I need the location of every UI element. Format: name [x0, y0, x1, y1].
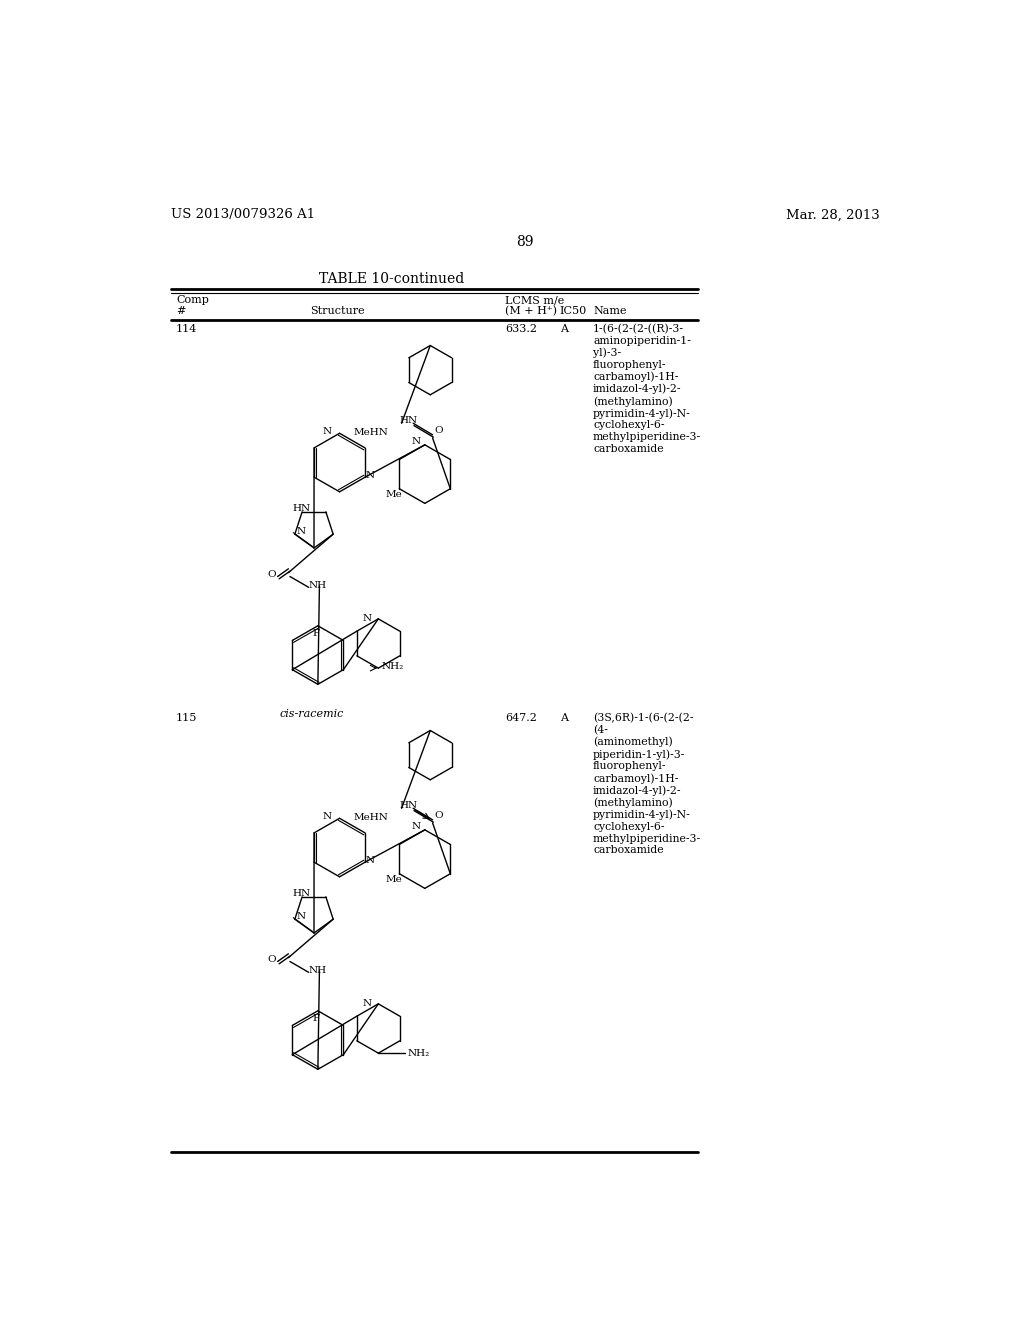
Text: HN: HN: [399, 416, 418, 425]
Text: HN: HN: [399, 801, 418, 809]
Text: Comp: Comp: [176, 296, 209, 305]
Text: 633.2: 633.2: [506, 323, 538, 334]
Text: Name: Name: [593, 306, 627, 317]
Text: TABLE 10-continued: TABLE 10-continued: [318, 272, 464, 286]
Text: 115: 115: [176, 713, 198, 723]
Text: HN: HN: [292, 504, 310, 513]
Text: O: O: [434, 426, 442, 434]
Text: (M + H⁺): (M + H⁺): [506, 306, 557, 317]
Text: O: O: [267, 956, 276, 965]
Text: LCMS m/e: LCMS m/e: [506, 296, 564, 305]
Text: A: A: [560, 323, 567, 334]
Text: O: O: [434, 810, 442, 820]
Text: MeHN: MeHN: [353, 813, 388, 822]
Text: cis-racemic: cis-racemic: [280, 709, 343, 719]
Text: 89: 89: [516, 235, 534, 249]
Text: HN: HN: [292, 890, 310, 898]
Text: IC50: IC50: [560, 306, 587, 317]
Text: O: O: [267, 570, 276, 579]
Text: US 2013/0079326 A1: US 2013/0079326 A1: [171, 209, 314, 222]
Text: 1-(6-(2-(2-((R)-3-
aminopiperidin-1-
yl)-3-
fluorophenyl-
carbamoyl)-1H-
imidazo: 1-(6-(2-(2-((R)-3- aminopiperidin-1- yl)…: [593, 323, 701, 454]
Text: NH: NH: [308, 581, 327, 590]
Text: Me: Me: [385, 490, 402, 499]
Text: N: N: [296, 528, 305, 536]
Text: Structure: Structure: [310, 306, 365, 317]
Text: N: N: [296, 912, 305, 921]
Text: NH₂: NH₂: [381, 663, 403, 671]
Text: NH₂: NH₂: [408, 1048, 430, 1057]
Text: NH: NH: [308, 966, 327, 975]
Text: MeHN: MeHN: [353, 428, 388, 437]
Text: N: N: [366, 471, 375, 480]
Text: N: N: [412, 822, 421, 832]
Text: A: A: [560, 713, 567, 723]
Text: N: N: [323, 428, 332, 436]
Text: 647.2: 647.2: [506, 713, 538, 723]
Text: F: F: [312, 628, 319, 638]
Text: N: N: [412, 437, 421, 446]
Text: N: N: [323, 812, 332, 821]
Text: Me: Me: [385, 875, 402, 884]
Text: N: N: [366, 857, 375, 865]
Text: 114: 114: [176, 323, 198, 334]
Text: Mar. 28, 2013: Mar. 28, 2013: [786, 209, 880, 222]
Text: (3S,6R)-1-(6-(2-(2-
(4-
(aminomethyl)
piperidin-1-yl)-3-
fluorophenyl-
carbamoyl: (3S,6R)-1-(6-(2-(2- (4- (aminomethyl) pi…: [593, 713, 701, 855]
Text: N: N: [362, 614, 372, 623]
Text: N: N: [362, 999, 372, 1008]
Text: F: F: [312, 1014, 319, 1023]
Text: #: #: [176, 306, 185, 317]
